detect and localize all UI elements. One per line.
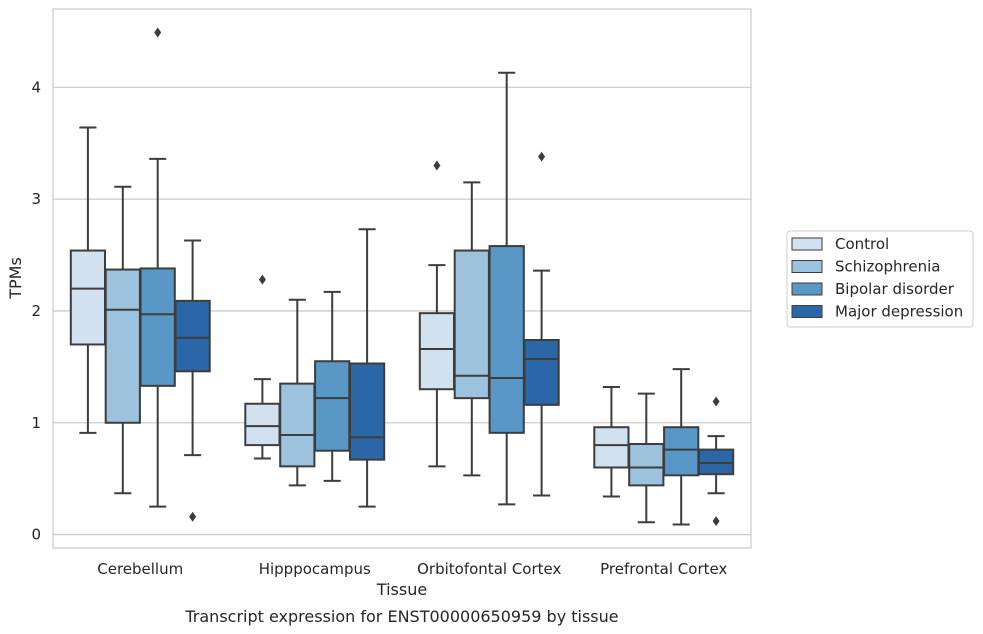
box-0-0 bbox=[69, 126, 107, 434]
plot-frame bbox=[52, 8, 752, 549]
legend-swatch bbox=[791, 305, 823, 318]
box-iqr bbox=[348, 362, 386, 461]
outlier-point bbox=[538, 151, 546, 162]
box-3-1 bbox=[628, 392, 665, 524]
legend: Control Schizophrenia Bipolar disorder Majo… bbox=[786, 230, 974, 328]
box-3-3 bbox=[697, 396, 735, 527]
outlier-point bbox=[189, 511, 197, 522]
outlier-point bbox=[712, 396, 720, 407]
box-0-1 bbox=[104, 185, 141, 495]
box-iqr bbox=[279, 382, 316, 468]
box-iqr bbox=[174, 299, 211, 373]
x-tick-label: Cerebellum bbox=[97, 560, 183, 578]
chart-caption: Transcript expression for ENST0000065095… bbox=[184, 607, 618, 626]
legend-label: Control bbox=[835, 235, 889, 253]
x-axis-label: Tissue bbox=[376, 580, 427, 599]
box-iqr bbox=[488, 245, 525, 434]
box-2-2 bbox=[488, 71, 525, 506]
outlier-point bbox=[433, 160, 441, 171]
box-3-2 bbox=[663, 368, 700, 526]
box-iqr bbox=[139, 267, 176, 387]
box-iqr bbox=[697, 448, 735, 476]
box-2-3 bbox=[523, 151, 560, 497]
box-1-2 bbox=[314, 290, 351, 482]
legend-swatch bbox=[791, 282, 823, 296]
box-iqr bbox=[314, 360, 351, 452]
legend-swatch bbox=[791, 260, 823, 273]
legend-label: Schizophrenia bbox=[835, 258, 940, 276]
legend-frame bbox=[786, 230, 974, 328]
y-tick-label: 0 bbox=[31, 526, 41, 544]
y-tick-label: 1 bbox=[31, 414, 41, 432]
y-tick-label: 2 bbox=[31, 302, 41, 320]
box-iqr bbox=[523, 339, 560, 406]
y-tick-label: 3 bbox=[31, 190, 41, 208]
legend-swatch bbox=[791, 237, 823, 251]
box-iqr bbox=[663, 426, 700, 477]
boxes bbox=[69, 27, 735, 527]
box-iqr bbox=[104, 268, 141, 424]
box-iqr bbox=[244, 402, 281, 447]
y-axis-label: TPMs bbox=[6, 257, 25, 300]
x-tick-labels: Cerebellum Hipppocampus Orbitofontal Corte… bbox=[97, 560, 727, 578]
y-tick-label: 4 bbox=[31, 78, 41, 96]
legend-label: Bipolar disorder bbox=[835, 280, 955, 298]
outlier-point bbox=[154, 27, 162, 38]
box-0-3 bbox=[174, 239, 211, 522]
x-tick-label: Prefrontal Cortex bbox=[600, 560, 727, 578]
box-2-0 bbox=[418, 160, 456, 468]
x-tick-label: Hipppocampus bbox=[259, 560, 371, 578]
box-iqr bbox=[69, 249, 107, 346]
box-1-0 bbox=[244, 274, 281, 460]
outlier-point bbox=[258, 274, 266, 285]
box-iqr bbox=[593, 426, 630, 469]
box-iqr bbox=[628, 443, 665, 487]
legend-label: Major depression bbox=[835, 303, 963, 321]
box-1-1 bbox=[279, 298, 316, 487]
x-tick-label: Orbitofontal Cortex bbox=[417, 560, 561, 578]
box-3-0 bbox=[593, 385, 630, 498]
y-tick-labels: 0 1 2 3 4 bbox=[31, 78, 41, 543]
box-2-1 bbox=[453, 181, 490, 477]
outlier-point bbox=[712, 516, 720, 527]
box-iqr bbox=[453, 249, 490, 400]
box-0-2 bbox=[139, 27, 176, 508]
box-1-3 bbox=[348, 228, 386, 508]
box-iqr bbox=[418, 312, 456, 391]
